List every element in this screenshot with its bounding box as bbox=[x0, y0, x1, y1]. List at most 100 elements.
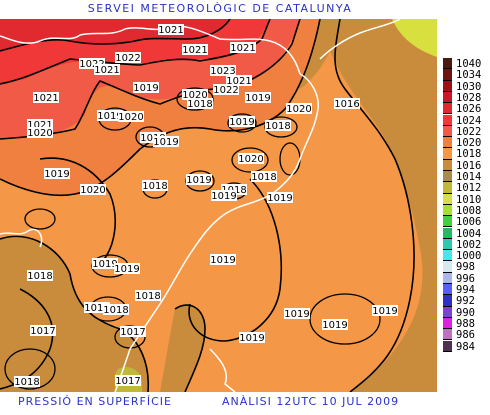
legend-swatch bbox=[443, 272, 452, 284]
svg-text:1018: 1018 bbox=[265, 121, 290, 132]
legend-swatch bbox=[443, 171, 452, 183]
svg-text:1019: 1019 bbox=[153, 137, 178, 148]
legend-swatch bbox=[443, 284, 452, 296]
legend-label: 1002 bbox=[456, 238, 482, 251]
legend-label: 992 bbox=[456, 295, 475, 308]
legend-swatch bbox=[443, 261, 452, 273]
legend-label: 1000 bbox=[456, 250, 482, 263]
legend-label: 1030 bbox=[456, 80, 482, 93]
map-subtitle: PRESSIÓ EN SUPERFÍCIE bbox=[18, 395, 172, 408]
isobar-label: 1019 bbox=[92, 258, 118, 270]
svg-text:1022: 1022 bbox=[79, 59, 104, 70]
svg-text:1019: 1019 bbox=[211, 191, 236, 202]
isobar-label: 1022 bbox=[115, 52, 141, 64]
legend-label: 988 bbox=[456, 317, 475, 330]
isobar-label: 1019 bbox=[133, 82, 159, 94]
isobar-label: 1017 bbox=[30, 325, 56, 337]
legend-label: 1018 bbox=[456, 148, 482, 161]
isobar-label: 1021 bbox=[226, 75, 252, 87]
isobar-label: 1020 bbox=[286, 103, 312, 115]
svg-text:1019: 1019 bbox=[267, 193, 292, 204]
isobar-contour bbox=[24, 208, 56, 230]
svg-text:1019: 1019 bbox=[322, 320, 347, 331]
legend-label: 986 bbox=[456, 329, 475, 342]
isobar-label: 1020 bbox=[238, 153, 264, 165]
legend-swatch bbox=[443, 159, 452, 171]
svg-text:1019: 1019 bbox=[239, 333, 264, 344]
isobar-label: 1022 bbox=[79, 58, 105, 70]
svg-text:1020: 1020 bbox=[182, 90, 207, 101]
isobar-label: 1019 bbox=[97, 110, 123, 122]
isobar-label: 1020 bbox=[80, 184, 106, 196]
legend-label: 1034 bbox=[456, 69, 482, 82]
isobar-label: 1019 bbox=[245, 92, 271, 104]
legend-swatch bbox=[443, 91, 452, 104]
svg-text:1019: 1019 bbox=[210, 255, 235, 266]
svg-text:1019: 1019 bbox=[44, 169, 69, 180]
isobar-label: 1017 bbox=[115, 375, 141, 387]
svg-text:1019: 1019 bbox=[92, 259, 117, 270]
legend-swatch bbox=[443, 329, 452, 341]
isobar-label: 1019 bbox=[186, 174, 212, 186]
svg-text:1018: 1018 bbox=[27, 271, 52, 282]
isobar-label: 1019 bbox=[239, 332, 265, 344]
svg-text:1021: 1021 bbox=[230, 43, 255, 54]
isobar-label: 1018 bbox=[135, 290, 161, 302]
isobar-contour bbox=[174, 304, 206, 393]
isobar-label: 1021 bbox=[230, 42, 256, 54]
svg-text:1019: 1019 bbox=[114, 264, 139, 275]
svg-text:1022: 1022 bbox=[213, 85, 238, 96]
svg-text:1017: 1017 bbox=[120, 327, 145, 338]
isobar-label: 1021 bbox=[33, 92, 59, 104]
field-1016-east bbox=[320, 19, 437, 392]
pressure-legend: 1040 1034 1030 1028 1026 1024 1022 1020 1018 1016… bbox=[443, 58, 487, 353]
legend-label: 1022 bbox=[456, 125, 482, 138]
isobar-label: 1019 bbox=[44, 168, 70, 180]
border-line bbox=[0, 228, 43, 248]
svg-text:1018: 1018 bbox=[103, 305, 128, 316]
legend-label: 1014 bbox=[456, 171, 482, 183]
isobar-label: 1018 bbox=[142, 180, 168, 192]
isobar-label: 1018 bbox=[103, 304, 129, 316]
legend-label: 1006 bbox=[456, 216, 482, 229]
svg-text:1020: 1020 bbox=[27, 128, 52, 139]
svg-text:1018: 1018 bbox=[142, 181, 167, 192]
isobar-label: 1018 bbox=[265, 120, 291, 132]
isobar-label: 1019 bbox=[229, 116, 255, 128]
border-line bbox=[0, 25, 301, 75]
isobar-contour bbox=[188, 178, 283, 342]
border-line bbox=[209, 348, 236, 393]
legend-label: 990 bbox=[456, 306, 475, 319]
svg-text:1021: 1021 bbox=[158, 25, 183, 36]
svg-text:1019: 1019 bbox=[284, 309, 309, 320]
isobar-label: 1017 bbox=[120, 326, 146, 338]
legend-swatch bbox=[443, 340, 452, 352]
svg-text:1020: 1020 bbox=[286, 104, 311, 115]
isobar-label: 1019 bbox=[211, 190, 237, 202]
svg-text:1018: 1018 bbox=[14, 377, 39, 388]
svg-text:1020: 1020 bbox=[118, 112, 143, 123]
svg-text:1019: 1019 bbox=[372, 306, 397, 317]
legend-swatch bbox=[443, 204, 452, 217]
svg-text:1019: 1019 bbox=[133, 83, 158, 94]
legend-label: 984 bbox=[456, 340, 475, 353]
legend-swatch bbox=[443, 317, 452, 330]
isobar-label: 1016 bbox=[334, 98, 360, 110]
isobar-label: 1019 bbox=[267, 192, 293, 204]
border-line bbox=[319, 18, 401, 60]
legend-label: 1028 bbox=[456, 91, 482, 104]
legend-swatch bbox=[443, 58, 452, 70]
legend-label: 1008 bbox=[456, 204, 482, 217]
isobar-contour bbox=[39, 157, 116, 265]
legend-label: 996 bbox=[456, 272, 475, 285]
isobar-label: 1018 bbox=[14, 376, 40, 388]
svg-text:1019: 1019 bbox=[97, 111, 122, 122]
svg-text:1017: 1017 bbox=[30, 326, 55, 337]
legend-swatch bbox=[443, 69, 452, 81]
svg-text:1020: 1020 bbox=[238, 154, 263, 165]
svg-text:1023: 1023 bbox=[210, 66, 235, 77]
pressure-map: 1021 1021 1021 1022 1022 1021 1023 1021 1022 1019… bbox=[0, 18, 437, 393]
legend-swatch bbox=[443, 125, 452, 138]
svg-text:1018: 1018 bbox=[251, 172, 276, 183]
isobar-contour bbox=[0, 18, 231, 52]
